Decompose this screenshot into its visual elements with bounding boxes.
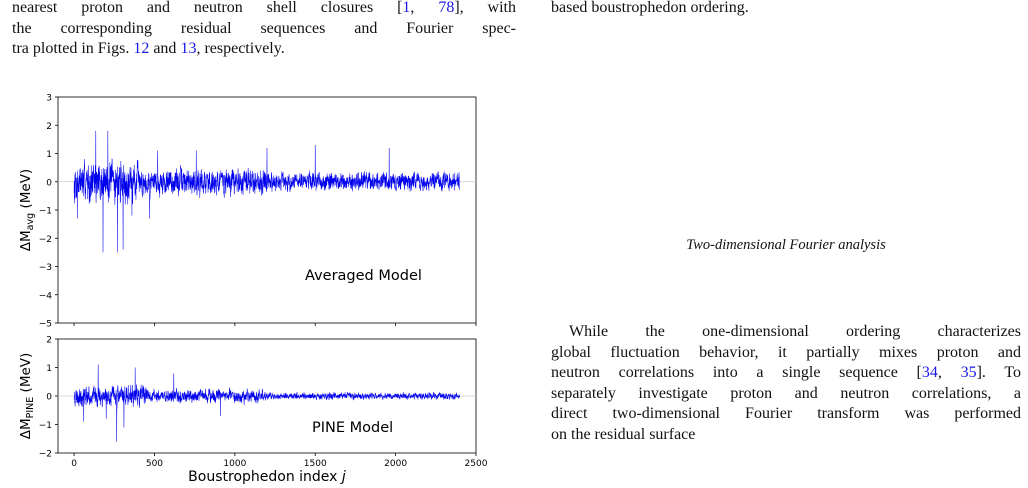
y-tick-label: −4 [39,291,53,301]
bottom-annotation: PINE Model [312,420,393,436]
para-line-4: separately investigate proton and neutro… [551,384,1021,402]
left-column-text: nearest proton and neutron shell closure… [12,0,516,60]
figure-link[interactable]: 12 [133,40,150,57]
text-line-top: based boustrophedon ordering. [551,0,749,16]
x-tick-label: 1500 [304,459,327,469]
para-line-3: neutron correlations into a single seque… [551,364,1021,381]
y-tick-label: −2 [39,450,52,460]
bottom-x-ticks: 0 500 1000 1500 2000 2500 [71,453,488,469]
y-tick-label: −1 [39,421,52,431]
x-tick-label: 2000 [384,459,407,469]
x-tick-label: 1000 [223,459,246,469]
text-line-1: nearest proton and neutron shell closure… [12,0,516,16]
y-tick-label: −3 [39,263,52,273]
x-tick-label: 0 [71,459,77,469]
y-tick-label: 2 [46,336,52,346]
y-tick-label: 0 [46,178,52,188]
top-panel-frame [57,96,477,324]
bottom-panel: 210−1−2 0 500 1000 1500 2000 2500 PINE Model … [18,323,488,485]
top-y-ticks: 3 2 1 0 −1 −2 −3 −4 −5 [39,94,58,330]
x-axis-label: Boustrophedon index j [188,469,346,485]
citation-link[interactable]: 34 [921,364,938,381]
para-line-2: global fluctuation behavior, it partiall… [551,343,1021,361]
right-column-top-text: based boustrophedon ordering. [551,0,1021,19]
x-tick-label: 2500 [465,459,488,469]
y-tick-label: −2 [39,235,52,245]
text-line-2: the corresponding residual sequences and… [12,19,516,37]
top-residual-series [73,130,461,253]
y-tick-label: 3 [46,94,52,104]
para-line-5: direct two-dimensional Fourier transform… [551,405,1021,422]
x-tick-label: 500 [146,459,163,469]
bottom-y-ticks: 2 1 0 −1 −2 [39,336,58,460]
para-line-1: While the one-dimensional ordering chara… [569,323,1021,340]
y-tick-label: 1 [46,150,52,160]
subsection-title: Two-dimensional Fourier analysis [686,237,886,253]
citation-link[interactable]: 35 [960,364,977,381]
y-tick-label: 0 [46,393,52,403]
body-paragraph: While the one-dimensional ordering chara… [551,322,1021,445]
y-tick-label: 1 [46,364,52,374]
y-tick-label: −1 [39,207,52,217]
top-x-ticks [73,323,477,326]
bottom-residual-series [73,364,461,442]
citation-link[interactable]: 78 [438,0,455,16]
top-panel: 3 2 1 0 −1 −2 −3 −4 −5 Averaged Model ΔMavg (MeV… [18,94,477,330]
top-annotation: Averaged Model [305,268,422,284]
y-tick-label: −5 [39,320,52,330]
para-line-6: on the residual surface [551,425,696,443]
bottom-ylabel: ΔMPINE (MeV) [18,353,36,440]
y-tick-label: 2 [46,122,52,132]
citation-link[interactable]: 1 [402,0,411,16]
figure-link[interactable]: 13 [180,40,197,57]
top-ylabel: ΔMavg (MeV) [18,169,36,251]
text-line-3: tra plotted in Figs. 12 and 13, respecti… [12,40,285,57]
